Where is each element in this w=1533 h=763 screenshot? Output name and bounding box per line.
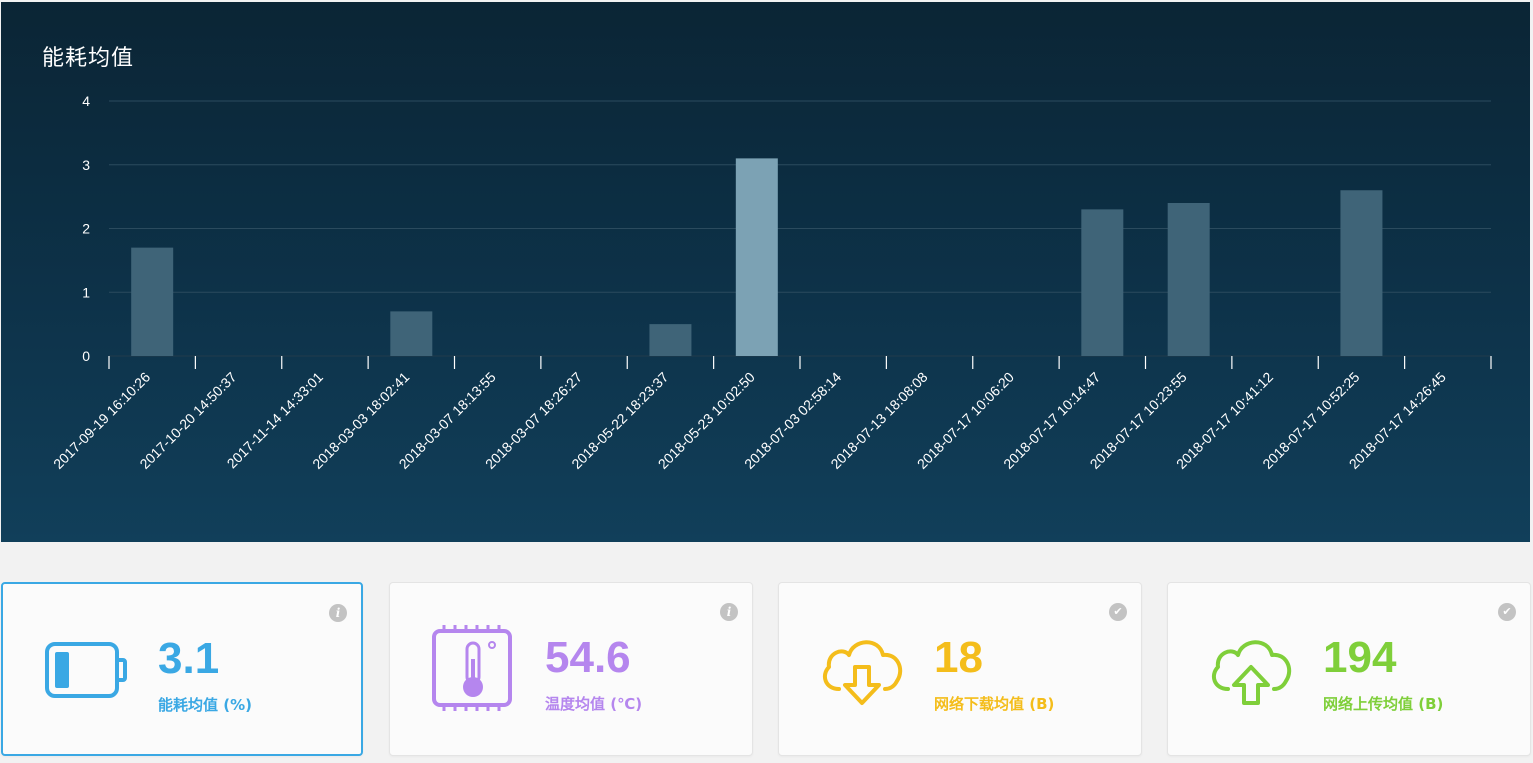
chart-title: 能耗均值	[42, 46, 135, 71]
card-label: 能耗均值 (%)	[158, 696, 252, 714]
chart-panel: 能耗均值 0 1 2 3 4 2017-09-19 16:10:26 2017-10-20 …	[1, 2, 1530, 542]
y-tick-label: 0	[82, 348, 90, 364]
x-tick-label: 2018-07-17 14:26:45	[1346, 369, 1449, 472]
x-tick-label: 2017-11-14 14:33:01	[224, 369, 327, 472]
y-tick-label: 2	[82, 221, 90, 237]
x-tick-label: 2018-07-03 02:58:14	[741, 369, 844, 472]
stat-cards: i 3.1 能耗均值 (%) i 54.6 温度均值 (℃) ✔	[0, 582, 1533, 763]
bar[interactable]	[1340, 190, 1383, 356]
cloud-download-icon	[822, 640, 903, 705]
bar[interactable]	[131, 247, 174, 356]
x-tick-label: 2018-07-17 10:23:55	[1087, 369, 1190, 472]
card-download[interactable]: ✔ 18 网络下载均值 (B)	[778, 582, 1142, 756]
y-tick-label: 4	[82, 93, 90, 109]
card-energy[interactable]: i 3.1 能耗均值 (%)	[1, 582, 363, 756]
card-value: 54.6	[545, 633, 631, 682]
x-tick-label: 2018-07-17 10:41:12	[1173, 369, 1276, 472]
card-label: 网络上传均值 (B)	[1323, 695, 1444, 713]
card-temperature[interactable]: i 54.6 温度均值 (℃)	[389, 582, 753, 756]
x-tick-label: 2018-07-17 10:14:47	[1000, 369, 1103, 472]
card-value: 3.1	[158, 634, 220, 683]
x-tick-label: 2018-03-03 18:02:41	[309, 369, 412, 472]
y-tick-label: 1	[82, 284, 90, 300]
bar[interactable]	[390, 311, 433, 356]
x-tick-label: 2018-07-17 10:06:20	[914, 369, 1017, 472]
cloud-upload-icon	[1211, 640, 1292, 705]
bar[interactable]	[1081, 209, 1124, 356]
card-upload[interactable]: ✔ 194 网络上传均值 (B)	[1167, 582, 1531, 756]
x-tick-label: 2018-03-07 18:26:27	[482, 369, 585, 472]
info-icon[interactable]: i	[720, 603, 738, 621]
x-tick-label: 2017-10-20 14:50:37	[136, 369, 239, 472]
check-icon[interactable]: ✔	[1109, 603, 1127, 621]
battery-icon	[45, 642, 127, 698]
x-tick-label: 2018-05-22 18:23:37	[568, 369, 671, 472]
x-tick-label: 2018-07-17 10:52:25	[1259, 369, 1362, 472]
check-icon[interactable]: ✔	[1498, 603, 1516, 621]
card-value: 194	[1323, 633, 1397, 682]
bar[interactable]	[1167, 203, 1210, 356]
x-tick-label: 2017-09-19 16:10:26	[50, 369, 153, 472]
x-tick-label: 2018-07-13 18:08:08	[827, 369, 930, 472]
card-label: 温度均值 (℃)	[545, 695, 643, 713]
info-icon[interactable]: i	[329, 604, 347, 622]
card-label: 网络下载均值 (B)	[934, 695, 1055, 713]
thermometer-icon	[432, 625, 512, 711]
bar[interactable]	[735, 158, 778, 356]
x-tick-label: 2018-05-23 10:02:50	[655, 369, 758, 472]
y-tick-label: 3	[82, 157, 90, 173]
x-tick-label: 2018-03-07 18:13:55	[396, 369, 499, 472]
card-value: 18	[934, 633, 983, 682]
bar[interactable]	[649, 324, 692, 356]
